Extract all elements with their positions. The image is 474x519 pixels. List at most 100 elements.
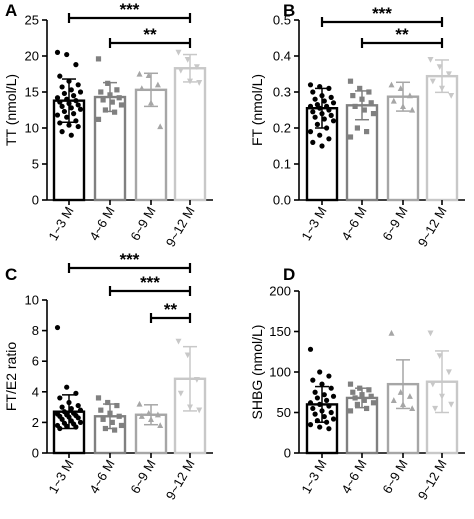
y-tick-label: 0.0 xyxy=(273,193,291,208)
data-point xyxy=(136,70,143,77)
data-point xyxy=(330,118,337,124)
data-point xyxy=(310,89,316,95)
data-point xyxy=(368,100,374,106)
data-point xyxy=(77,419,84,425)
data-point xyxy=(138,85,145,91)
data-point xyxy=(54,49,61,56)
data-point xyxy=(61,108,67,115)
y-axis-label: FT (nmol/L) xyxy=(249,74,265,146)
data-point xyxy=(326,426,332,432)
data-point xyxy=(68,406,74,412)
data-point xyxy=(429,381,436,388)
data-point xyxy=(145,410,152,416)
y-tick-label: 4 xyxy=(32,384,39,399)
data-point xyxy=(66,122,72,128)
data-point xyxy=(77,89,84,95)
data-point xyxy=(312,389,318,395)
data-point xyxy=(307,103,314,109)
data-point xyxy=(409,106,416,113)
data-point xyxy=(409,405,416,412)
data-point xyxy=(366,89,372,95)
data-point xyxy=(118,102,125,108)
y-tick-label: 5 xyxy=(32,157,39,172)
data-point xyxy=(312,96,318,102)
x-tick-label: 1~3 M xyxy=(45,457,76,496)
data-point xyxy=(57,99,63,105)
y-tick-label: 200 xyxy=(269,284,291,299)
data-point xyxy=(136,400,143,407)
panel-letter: D xyxy=(283,265,295,284)
data-point xyxy=(317,105,323,111)
y-tick-label: 0.3 xyxy=(273,85,291,100)
data-point xyxy=(75,102,81,108)
data-point xyxy=(321,392,327,398)
data-point xyxy=(321,116,327,122)
data-point xyxy=(100,97,106,103)
x-tick-label: 9~12 M xyxy=(163,457,198,502)
y-tick-label: 20 xyxy=(25,49,39,64)
panel-letter: B xyxy=(283,1,295,20)
data-point xyxy=(71,93,77,99)
data-point xyxy=(98,89,104,95)
bar xyxy=(173,67,207,202)
data-point xyxy=(114,402,120,409)
x-tick-label: 6~9 M xyxy=(127,457,158,496)
data-point xyxy=(314,121,320,127)
panel-b: B FT (nmol/L) 0.0 0.1 0.2 0.3 0.4 0.5 1~3 M 4~6 M… xyxy=(249,1,465,249)
significance-label: *** xyxy=(120,250,140,269)
data-point xyxy=(116,413,122,419)
data-point xyxy=(326,373,332,379)
data-point xyxy=(310,139,316,145)
data-point xyxy=(448,93,455,99)
data-point xyxy=(350,93,356,99)
data-point xyxy=(54,112,61,118)
data-point xyxy=(347,134,354,140)
panel-a: A TT (nmol/L) 0 5 10 15 20 25 1~3 M 4~6 M 6~9 M 9~1… xyxy=(3,0,213,249)
data-point xyxy=(95,395,102,401)
data-point xyxy=(312,411,318,417)
data-point xyxy=(105,399,111,406)
data-point xyxy=(361,107,367,113)
data-point xyxy=(73,98,79,104)
data-point xyxy=(59,416,65,422)
panel-letter: A xyxy=(5,1,17,20)
data-point xyxy=(347,78,354,84)
x-tick-label: 1~3 M xyxy=(45,204,76,243)
data-point xyxy=(68,87,74,93)
data-point xyxy=(317,401,323,407)
data-point xyxy=(445,71,452,78)
data-point xyxy=(68,105,74,111)
data-point xyxy=(445,369,452,376)
data-point xyxy=(317,424,323,430)
data-point xyxy=(71,111,77,117)
data-point xyxy=(59,129,65,135)
data-point xyxy=(328,94,334,100)
data-point xyxy=(77,106,84,112)
x-tick-label: 1~3 M xyxy=(298,457,329,496)
data-point xyxy=(184,352,191,359)
data-point xyxy=(118,422,125,429)
data-point xyxy=(366,387,372,393)
y-tick-label: 0.4 xyxy=(273,49,291,64)
x-tick-label: 9~12 M xyxy=(163,204,198,249)
data-point xyxy=(307,129,314,135)
data-point xyxy=(114,87,120,93)
data-point xyxy=(59,84,65,90)
bar xyxy=(93,95,127,202)
data-point xyxy=(354,401,360,407)
data-point xyxy=(196,407,203,414)
data-point xyxy=(145,72,152,79)
data-point xyxy=(319,381,325,387)
data-point xyxy=(177,67,184,74)
data-point xyxy=(347,408,354,414)
panel-d: D SHBG (nmol/L) 0 50 100 150 200 1~3 M 4~6 M 6~9 … xyxy=(249,265,465,502)
x-tick-label: 4~6 M xyxy=(338,204,369,243)
data-point xyxy=(73,62,79,68)
y-tick-label: 10 xyxy=(25,121,39,136)
data-point xyxy=(57,425,63,432)
data-point xyxy=(100,416,106,422)
data-point xyxy=(77,407,84,413)
data-point xyxy=(64,51,70,58)
y-axis-label: FT/E2 ratio xyxy=(3,342,19,411)
y-tick-label: 100 xyxy=(269,365,291,380)
